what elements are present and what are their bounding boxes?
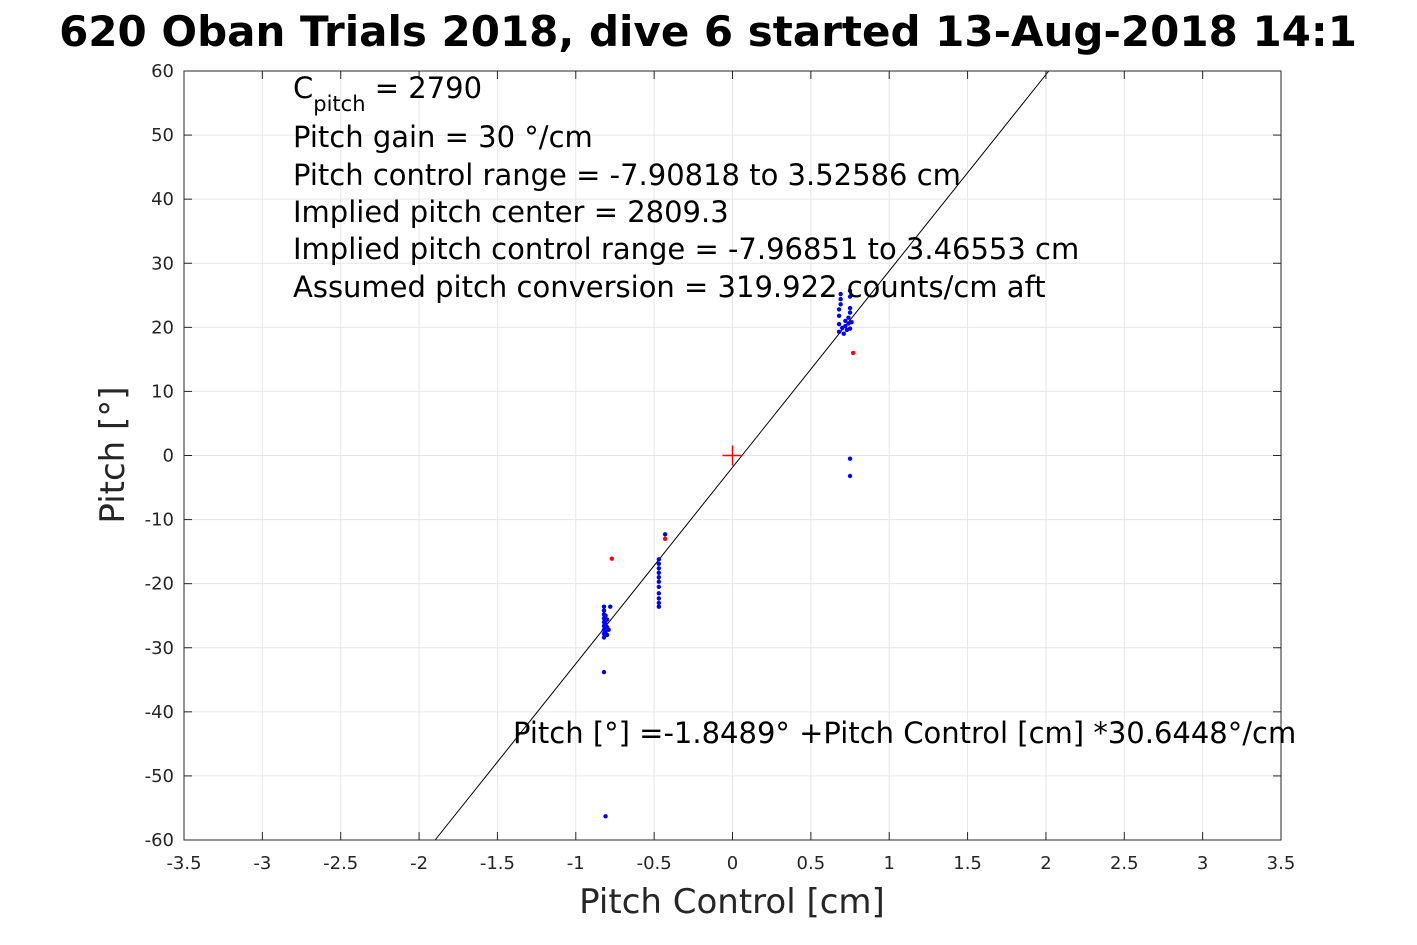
data-point-blue (656, 584, 662, 590)
x-tick-label: 1.5 (953, 853, 982, 874)
y-tick-label: 50 (151, 125, 174, 146)
data-point-blue (656, 596, 662, 601)
x-tick-label: -3.5 (166, 853, 201, 874)
data-point-blue (847, 288, 853, 294)
data-point-blue (838, 291, 843, 297)
y-tick-label: 0 (163, 446, 174, 467)
data-point-blue (838, 302, 843, 307)
data-point-blue (843, 323, 848, 329)
data-point-blue (603, 613, 608, 618)
data-point-blue (656, 600, 662, 606)
y-tick-label: -50 (145, 766, 174, 787)
data-point-blue (841, 331, 846, 336)
data-point-blue (601, 608, 607, 613)
center-marker-group (722, 445, 743, 466)
x-tick-label: 3.5 (1267, 853, 1296, 874)
data-point-blue (847, 294, 853, 299)
data-point-blue (656, 566, 662, 571)
y-tick-label: 40 (151, 189, 174, 210)
data-point-red (850, 350, 856, 356)
x-tick-label: -1.5 (480, 853, 515, 874)
y-tick-label: 10 (151, 381, 174, 402)
grid-lines (183, 70, 1282, 841)
y-tick-label: -30 (145, 638, 174, 659)
data-point-blue (603, 814, 608, 819)
data-point-blue (606, 627, 611, 633)
data-point-blue (847, 326, 853, 331)
data-point-blue (836, 321, 842, 327)
data-point-blue (603, 621, 608, 626)
data-point-blue (838, 296, 843, 302)
data-point-blue (604, 632, 610, 638)
x-tick-label: -2 (410, 853, 428, 874)
x-tick-label: 0.5 (797, 853, 826, 874)
x-tick-label: 2 (1040, 853, 1051, 874)
x-tick-label: 2.5 (1110, 853, 1139, 874)
data-point-blue (836, 307, 842, 312)
data-point-blue (656, 575, 662, 580)
data-point-blue (656, 579, 662, 584)
data-points (601, 288, 856, 819)
y-tick-label: 20 (151, 317, 174, 338)
y-tick-label: -20 (145, 574, 174, 595)
x-axis-label: Pitch Control [cm] (579, 882, 885, 922)
y-tick-label: 60 (151, 61, 174, 82)
data-point-blue (849, 320, 854, 325)
data-point-blue (656, 591, 662, 596)
data-point-blue (847, 305, 853, 311)
data-point-blue (608, 604, 613, 609)
data-point-blue (604, 617, 610, 622)
y-tick-label: 30 (151, 253, 174, 274)
data-point-blue (836, 313, 842, 318)
annotation-implied-range: Implied pitch control range = -7.96851 t… (293, 232, 1079, 266)
annotation-conversion: Assumed pitch conversion = 319.922 count… (293, 270, 1046, 304)
data-point-blue (836, 329, 842, 335)
x-axis-ticks: -3.5 -3 -2.5 -2 -1.5 -1 -0.5 0 0.5 1 1.5 2 2.5 3 3.5 (166, 71, 1295, 874)
annotation-implied-center: Implied pitch center = 2809.3 (293, 195, 729, 229)
annotation-pitch-gain: Pitch gain = 30 °/cm (293, 120, 593, 154)
x-tick-label: -3 (253, 853, 271, 874)
x-tick-label: 1 (883, 853, 894, 874)
annotation-control-range: Pitch control range = -7.90818 to 3.5258… (293, 158, 961, 192)
data-point-blue (601, 635, 607, 640)
annotation-fit-equation: Pitch [°] =-1.8489° +Pitch Control [cm] … (513, 716, 1296, 750)
x-tick-label: -1 (567, 853, 585, 874)
data-point-blue (656, 557, 662, 562)
data-point-blue (847, 456, 853, 461)
data-point-blue (847, 473, 853, 479)
chart-title: 620 Oban Trials 2018, dive 6 started 13-… (59, 7, 1357, 56)
data-point-blue (847, 310, 853, 315)
data-point-blue (656, 570, 662, 575)
x-tick-label: 3 (1197, 853, 1208, 874)
data-point-blue (662, 532, 668, 537)
y-axis-ticks: 60 50 40 30 20 10 0 -10 -20 -30 -40 -50 -60 (145, 61, 1281, 851)
data-point-blue (601, 669, 607, 675)
x-tick-label: -0.5 (637, 853, 672, 874)
x-tick-label: -2.5 (323, 853, 358, 874)
data-point-blue (843, 318, 848, 324)
data-point-blue (846, 315, 851, 320)
data-point-blue (601, 604, 607, 609)
y-axis-label: Pitch [°] (93, 386, 133, 523)
data-point-red (662, 536, 668, 542)
x-tick-label: 0 (727, 853, 738, 874)
annotation-cpitch: Cpitch = 2790 (293, 71, 482, 116)
data-point-blue (656, 604, 662, 609)
y-tick-label: -60 (145, 830, 174, 851)
y-tick-label: -10 (145, 510, 174, 531)
data-point-blue (656, 561, 662, 567)
data-point-red (609, 556, 615, 561)
y-tick-label: -40 (145, 702, 174, 723)
